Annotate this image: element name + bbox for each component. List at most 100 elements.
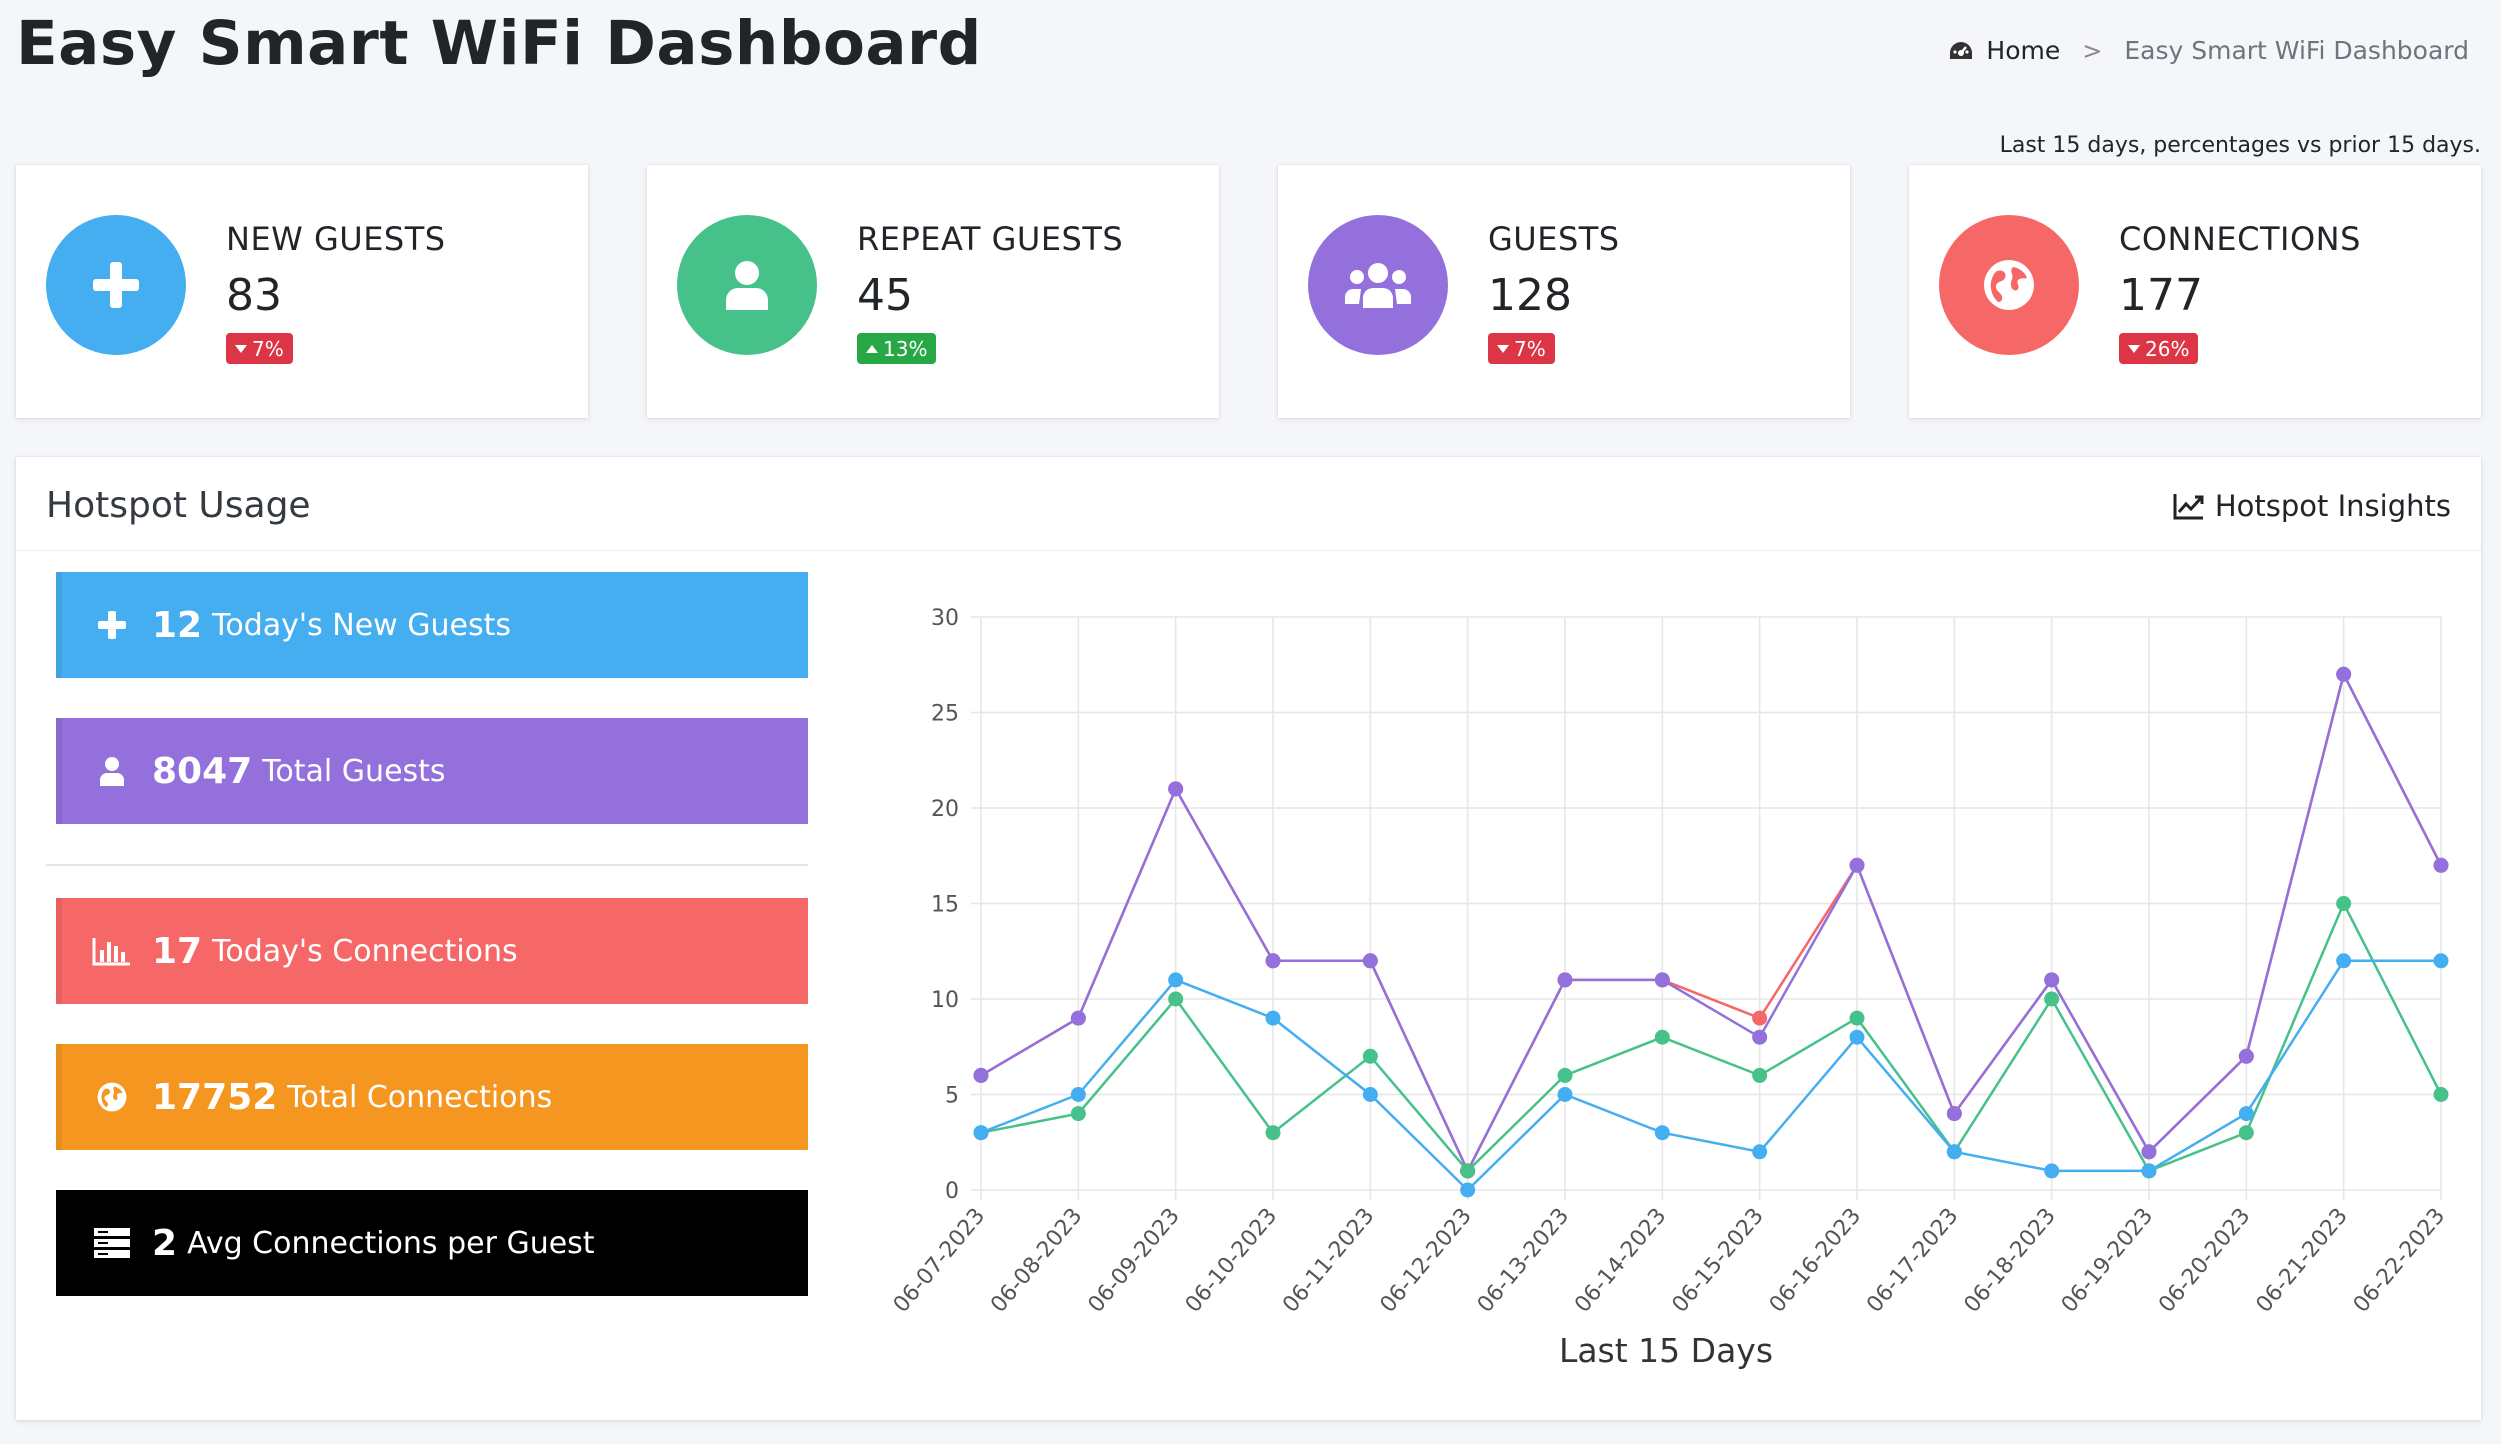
user-icon [726, 261, 768, 310]
info-box-repeat-guests: REPEAT GUESTS 45 13% [647, 165, 1219, 418]
data-point[interactable] [1362, 1048, 1378, 1064]
stat-label: Total Connections [287, 1079, 553, 1115]
stat-number: 2 [152, 1222, 178, 1264]
data-point[interactable] [1265, 1010, 1281, 1026]
info-value: 83 [226, 270, 282, 321]
data-point[interactable] [1752, 1010, 1768, 1026]
range-note: Last 15 days, percentages vs prior 15 da… [1999, 133, 2481, 158]
card-title: Hotspot Usage [46, 485, 311, 526]
y-tick-label: 5 [945, 1084, 959, 1109]
x-tick-label: 06-19-2023 [2057, 1204, 2158, 1318]
data-point[interactable] [1849, 1029, 1865, 1045]
x-tick-label: 06-07-2023 [889, 1204, 990, 1318]
data-point[interactable] [973, 1067, 989, 1083]
data-point[interactable] [1849, 1010, 1865, 1026]
x-tick-label: 06-16-2023 [1765, 1204, 1866, 1318]
x-tick-label: 06-14-2023 [1570, 1204, 1671, 1318]
data-point[interactable] [2044, 972, 2060, 988]
data-point[interactable] [2336, 953, 2352, 969]
hotspot-insights-link[interactable]: Hotspot Insights [2173, 489, 2451, 523]
info-value: 177 [2119, 270, 2203, 321]
data-point[interactable] [1654, 1029, 1670, 1045]
info-label: CONNECTIONS [2119, 220, 2361, 258]
x-tick-label: 06-17-2023 [1862, 1204, 1963, 1318]
x-tick-label: 06-10-2023 [1181, 1204, 1282, 1318]
data-point[interactable] [2336, 896, 2352, 911]
data-point[interactable] [1168, 991, 1184, 1007]
data-point[interactable] [1752, 1029, 1768, 1045]
caret-down-icon [2128, 344, 2140, 353]
server-icon [92, 1228, 132, 1258]
stat-todays-connections: 17 Today's Connections [56, 898, 808, 1004]
data-point[interactable] [1265, 1125, 1281, 1141]
data-point[interactable] [1362, 1087, 1378, 1102]
data-point[interactable] [2141, 1144, 2157, 1160]
stat-divider [46, 864, 808, 866]
data-point[interactable] [2141, 1163, 2157, 1179]
series-line-1 [980, 670, 2443, 1174]
data-point[interactable] [973, 1125, 989, 1141]
caret-up-icon [866, 344, 878, 353]
info-value: 128 [1488, 270, 1572, 321]
plus-icon [92, 610, 132, 640]
y-tick-label: 10 [931, 988, 959, 1013]
x-tick-label: 06-09-2023 [1084, 1204, 1185, 1318]
data-point[interactable] [1557, 1067, 1573, 1083]
stat-todays-new-guests: 12 Today's New Guests [56, 572, 808, 678]
data-point[interactable] [1070, 1087, 1086, 1102]
data-point[interactable] [1070, 1106, 1086, 1122]
info-box-connections: CONNECTIONS 177 26% [1909, 165, 2481, 418]
data-point[interactable] [2433, 1087, 2449, 1102]
bar-chart-icon [92, 936, 132, 966]
data-point[interactable] [2433, 953, 2449, 969]
data-point[interactable] [2238, 1048, 2254, 1064]
data-point[interactable] [2238, 1125, 2254, 1141]
stat-label: Today's New Guests [212, 607, 511, 643]
data-point[interactable] [1654, 1125, 1670, 1141]
stat-avg-connections: 2 Avg Connections per Guest [56, 1190, 808, 1296]
x-axis-title: Last 15 Days [1559, 1331, 1773, 1370]
info-value: 45 [857, 270, 913, 321]
data-point[interactable] [1460, 1163, 1476, 1179]
trend-badge-value: 7% [252, 336, 284, 361]
trend-badge-value: 13% [883, 336, 928, 361]
data-point[interactable] [2336, 666, 2352, 682]
data-point[interactable] [1557, 1087, 1573, 1102]
data-point[interactable] [2433, 857, 2449, 873]
y-tick-label: 25 [931, 702, 959, 727]
breadcrumb-home-link[interactable]: Home [1948, 36, 2060, 65]
data-point[interactable] [1946, 1144, 1962, 1160]
data-point[interactable] [1070, 1010, 1086, 1026]
data-point[interactable] [2044, 1163, 2060, 1179]
data-point[interactable] [1752, 1144, 1768, 1160]
data-point[interactable] [1849, 857, 1865, 873]
data-point[interactable] [1168, 972, 1184, 988]
stat-total-guests: 8047 Total Guests [56, 718, 808, 824]
breadcrumb-home-label[interactable]: Home [1986, 36, 2061, 65]
stat-total-connections: 17752 Total Connections [56, 1044, 808, 1150]
data-point[interactable] [1752, 1067, 1768, 1083]
data-point[interactable] [1362, 953, 1378, 969]
data-point[interactable] [1946, 1106, 1962, 1122]
info-label: NEW GUESTS [226, 220, 446, 258]
hotspot-usage-card: Hotspot Usage Hotspot Insights 12 Today'… [16, 457, 2481, 1420]
data-point[interactable] [1168, 781, 1184, 797]
series-line-0 [980, 670, 2443, 1174]
stat-label: Total Guests [262, 753, 446, 789]
data-point[interactable] [1265, 953, 1281, 969]
hotspot-insights-label[interactable]: Hotspot Insights [2214, 489, 2451, 523]
data-point[interactable] [1557, 972, 1573, 988]
page-title: Easy Smart WiFi Dashboard [16, 8, 982, 79]
trend-badge-value: 26% [2145, 336, 2190, 361]
data-point[interactable] [2044, 991, 2060, 1007]
stat-number: 8047 [152, 750, 253, 792]
info-box-new-guests: NEW GUESTS 83 7% [16, 165, 588, 418]
info-label: REPEAT GUESTS [857, 220, 1124, 258]
data-point[interactable] [1654, 972, 1670, 988]
x-tick-label: 06-20-2023 [2154, 1204, 2255, 1318]
info-icon-circle [1308, 215, 1448, 355]
x-tick-label: 06-12-2023 [1376, 1204, 1477, 1318]
data-point[interactable] [2238, 1106, 2254, 1122]
data-point[interactable] [1460, 1182, 1476, 1198]
y-tick-label: 15 [931, 893, 959, 918]
